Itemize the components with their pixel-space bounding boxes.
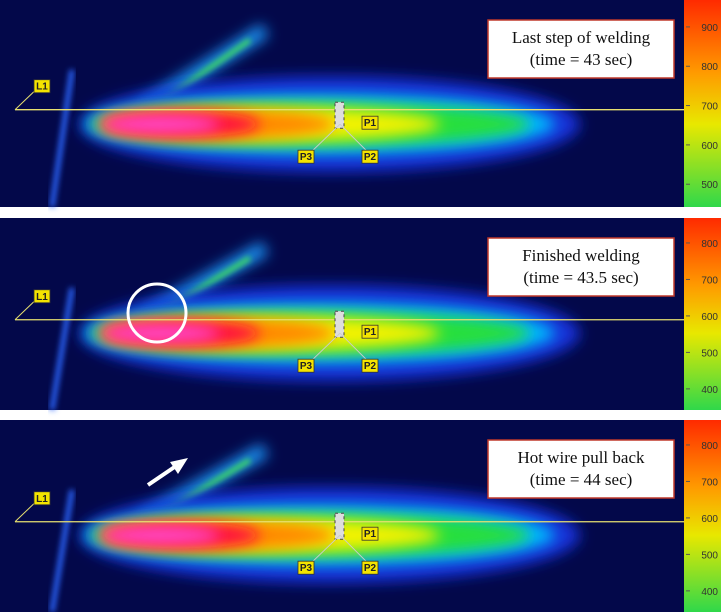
scale-label: 400: [701, 385, 718, 396]
marker-label: L1: [36, 292, 48, 303]
plume: [100, 526, 220, 544]
marker-label: L1: [36, 82, 48, 93]
marker-label: P2: [364, 152, 377, 163]
caption: (time = 44 sec): [530, 470, 633, 489]
plume: [100, 324, 220, 342]
scale-label: 500: [701, 550, 718, 561]
scale-label: 900: [701, 23, 718, 34]
scale-label: 800: [701, 239, 718, 250]
caption: (time = 43 sec): [530, 50, 633, 69]
marker-label: P1: [364, 327, 377, 338]
figure: L1 P1 P2 P3 Last step of welding (time = 43 s…: [0, 0, 721, 612]
scale-label: 800: [701, 62, 718, 73]
caption: Last step of welding: [512, 28, 651, 47]
scale-label: 700: [701, 477, 718, 488]
scale-label: 600: [701, 141, 718, 152]
thermal-panel: L1 P1 P2 P3 Last step of welding (time = 43 s…: [0, 0, 721, 207]
scale-label: 700: [701, 275, 718, 286]
scale-label: 500: [701, 180, 718, 191]
scale-label: 800: [701, 441, 718, 452]
marker-label: P3: [300, 563, 313, 574]
marker-label: P1: [364, 118, 377, 129]
thermal-panel: L1 P1 P2 P3 Finished welding (time = 43.5 sec…: [0, 218, 721, 410]
plume: [100, 115, 220, 133]
marker-label: P3: [300, 152, 313, 163]
marker-label: P1: [364, 529, 377, 540]
marker-label: P2: [364, 361, 377, 372]
marker-label: L1: [36, 494, 48, 505]
caption: (time = 43.5 sec): [523, 268, 638, 287]
marker-label: P3: [300, 361, 313, 372]
scale-label: 500: [701, 348, 718, 359]
scale-label: 600: [701, 312, 718, 323]
thermal-panel: L1 P1 P2 P3 Hot wire pull back (time = 44 sec…: [0, 420, 721, 612]
marker-label: P2: [364, 563, 377, 574]
scale-label: 600: [701, 514, 718, 525]
scale-label: 400: [701, 587, 718, 598]
caption: Hot wire pull back: [518, 448, 645, 467]
scale-label: 700: [701, 102, 718, 113]
caption: Finished welding: [522, 246, 640, 265]
